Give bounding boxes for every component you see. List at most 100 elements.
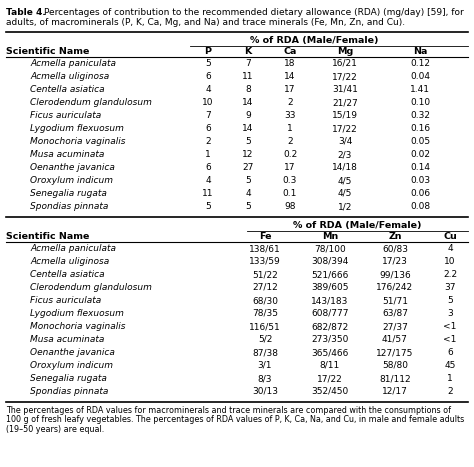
Text: Musa acuminata: Musa acuminata: [30, 335, 104, 344]
Text: Ficus auriculata: Ficus auriculata: [30, 111, 101, 120]
Text: Percentages of contribution to the recommended dietary allowance (RDA) (mg/day) : Percentages of contribution to the recom…: [44, 8, 464, 17]
Text: K: K: [245, 47, 252, 56]
Text: Ficus auriculata: Ficus auriculata: [30, 296, 101, 305]
Text: 60/83: 60/83: [382, 244, 408, 253]
Text: Acmella uliginosa: Acmella uliginosa: [30, 257, 109, 266]
Text: 78/35: 78/35: [252, 309, 278, 318]
Text: 352/450: 352/450: [311, 387, 348, 396]
Text: adults, of macrominerals (P, K, Ca, Mg, and Na) and trace minerals (Fe, Mn, Zn, : adults, of macrominerals (P, K, Ca, Mg, …: [6, 18, 405, 27]
Text: 30/13: 30/13: [252, 387, 278, 396]
Text: % of RDA (Male/Female): % of RDA (Male/Female): [293, 221, 422, 230]
Text: 51/22: 51/22: [252, 270, 278, 279]
Text: 1: 1: [447, 374, 453, 383]
Text: 27: 27: [242, 163, 254, 172]
Text: 21/27: 21/27: [332, 98, 358, 107]
Text: 6: 6: [205, 163, 211, 172]
Text: 14/18: 14/18: [332, 163, 358, 172]
Text: <1: <1: [443, 335, 456, 344]
Text: Senegalia rugata: Senegalia rugata: [30, 189, 107, 198]
Text: Spondias pinnata: Spondias pinnata: [30, 202, 109, 211]
Text: The percentages of RDA values for macrominerals and trace minerals are compared : The percentages of RDA values for macrom…: [6, 406, 451, 415]
Text: 11: 11: [242, 72, 254, 81]
Text: Lygodium flexuosum: Lygodium flexuosum: [30, 124, 124, 133]
Text: 10: 10: [444, 257, 456, 266]
Text: Fe: Fe: [259, 232, 271, 241]
Text: 11: 11: [202, 189, 214, 198]
Text: 8/11: 8/11: [320, 361, 340, 370]
Text: 6: 6: [205, 124, 211, 133]
Text: % of RDA (Male/Female): % of RDA (Male/Female): [250, 36, 378, 45]
Text: 1: 1: [287, 124, 293, 133]
Text: 17/22: 17/22: [317, 374, 343, 383]
Text: 6: 6: [447, 348, 453, 357]
Text: 12: 12: [242, 150, 254, 159]
Text: 37: 37: [444, 283, 456, 292]
Text: 4/5: 4/5: [338, 176, 352, 185]
Text: 4: 4: [205, 85, 211, 94]
Text: 2: 2: [205, 137, 211, 146]
Text: 2.2: 2.2: [443, 270, 457, 279]
Text: Zn: Zn: [388, 232, 402, 241]
Text: 138/61: 138/61: [249, 244, 281, 253]
Text: 308/394: 308/394: [311, 257, 349, 266]
Text: 68/30: 68/30: [252, 296, 278, 305]
Text: 2: 2: [287, 98, 293, 107]
Text: 5: 5: [245, 202, 251, 211]
Text: 41/57: 41/57: [382, 335, 408, 344]
Text: Mn: Mn: [322, 232, 338, 241]
Text: Musa acuminata: Musa acuminata: [30, 150, 104, 159]
Text: 8: 8: [245, 85, 251, 94]
Text: 4/5: 4/5: [338, 189, 352, 198]
Text: Oroxylum indicum: Oroxylum indicum: [30, 361, 113, 370]
Text: Centella asiatica: Centella asiatica: [30, 270, 105, 279]
Text: 3: 3: [447, 309, 453, 318]
Text: 273/350: 273/350: [311, 335, 349, 344]
Text: Mg: Mg: [337, 47, 353, 56]
Text: 27/37: 27/37: [382, 322, 408, 331]
Text: 10: 10: [202, 98, 214, 107]
Text: Acmella uliginosa: Acmella uliginosa: [30, 72, 109, 81]
Text: 365/466: 365/466: [311, 348, 349, 357]
Text: 100 g of fresh leafy vegetables. The percentages of RDA values of P, K, Ca, Na, : 100 g of fresh leafy vegetables. The per…: [6, 416, 464, 425]
Text: 0.04: 0.04: [410, 72, 430, 81]
Text: 17/22: 17/22: [332, 124, 358, 133]
Text: Centella asiatica: Centella asiatica: [30, 85, 105, 94]
Text: Cu: Cu: [443, 232, 457, 241]
Text: 2: 2: [287, 137, 293, 146]
Text: 1/2: 1/2: [338, 202, 352, 211]
Text: 78/100: 78/100: [314, 244, 346, 253]
Text: 7: 7: [205, 111, 211, 120]
Text: 14: 14: [284, 72, 296, 81]
Text: Senegalia rugata: Senegalia rugata: [30, 374, 107, 383]
Text: Oenanthe javanica: Oenanthe javanica: [30, 348, 115, 357]
Text: Monochoria vaginalis: Monochoria vaginalis: [30, 137, 126, 146]
Text: 0.08: 0.08: [410, 202, 430, 211]
Text: Acmella paniculata: Acmella paniculata: [30, 244, 116, 253]
Text: 0.10: 0.10: [410, 98, 430, 107]
Text: 1.41: 1.41: [410, 85, 430, 94]
Text: 4: 4: [447, 244, 453, 253]
Text: 17: 17: [284, 163, 296, 172]
Text: Oenanthe javanica: Oenanthe javanica: [30, 163, 115, 172]
Text: 63/87: 63/87: [382, 309, 408, 318]
Text: 51/71: 51/71: [382, 296, 408, 305]
Text: 682/872: 682/872: [311, 322, 348, 331]
Text: 2/3: 2/3: [338, 150, 352, 159]
Text: Lygodium flexuosum: Lygodium flexuosum: [30, 309, 124, 318]
Text: 81/112: 81/112: [379, 374, 411, 383]
Text: 15/19: 15/19: [332, 111, 358, 120]
Text: 98: 98: [284, 202, 296, 211]
Text: 0.02: 0.02: [410, 150, 430, 159]
Text: 5: 5: [447, 296, 453, 305]
Text: Acmella paniculata: Acmella paniculata: [30, 59, 116, 68]
Text: Na: Na: [413, 47, 427, 56]
Text: 8/3: 8/3: [258, 374, 272, 383]
Text: 3/1: 3/1: [258, 361, 272, 370]
Text: 176/242: 176/242: [376, 283, 413, 292]
Text: (19–50 years) are equal.: (19–50 years) are equal.: [6, 425, 104, 434]
Text: 4: 4: [245, 189, 251, 198]
Text: Clerodendum glandulosum: Clerodendum glandulosum: [30, 98, 152, 107]
Text: 58/80: 58/80: [382, 361, 408, 370]
Text: 389/605: 389/605: [311, 283, 349, 292]
Text: 0.06: 0.06: [410, 189, 430, 198]
